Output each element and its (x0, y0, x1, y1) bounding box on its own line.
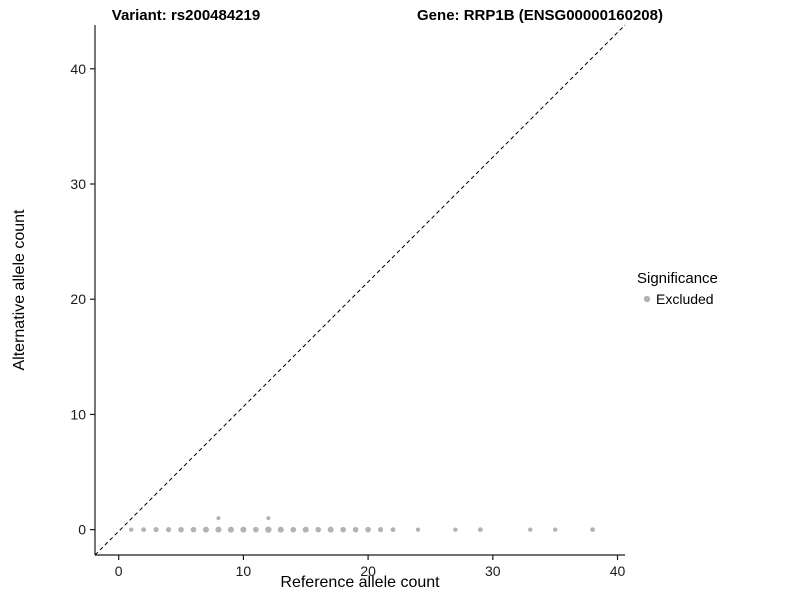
scatter-point (141, 527, 147, 533)
plot-title-variant: Variant: rs200484219 (112, 7, 260, 24)
data-points (128, 516, 595, 533)
scatter-point (153, 527, 159, 533)
y-tick-label: 10 (70, 406, 86, 422)
y-tick-label: 40 (70, 61, 86, 77)
scatter-point (528, 527, 533, 532)
y-tick-label: 20 (70, 291, 86, 307)
scatter-point (253, 526, 259, 533)
x-tick-label: 20 (360, 563, 376, 579)
scatter-point (215, 526, 222, 533)
scatter-point (216, 516, 221, 521)
scatter-point (266, 516, 271, 521)
plot-title-gene: Gene: RRP1B (ENSG00000160208) (417, 7, 663, 24)
axes: 0 10 20 30 40 0 10 20 30 40 (70, 25, 626, 579)
scatter-point (453, 527, 458, 532)
scatter-point (265, 526, 272, 533)
scatter-point (302, 526, 309, 533)
scatter-point (227, 526, 234, 533)
scatter-point (365, 526, 371, 533)
scatter-point (290, 526, 297, 533)
scatter-point (415, 527, 421, 532)
legend-label-excluded: Excluded (656, 291, 714, 307)
x-tick-label: 10 (236, 563, 252, 579)
identity-line (94, 24, 626, 556)
x-tick-label: 40 (610, 563, 626, 579)
legend-point-excluded (643, 295, 651, 303)
scatter-point (190, 526, 197, 533)
scatter-point (352, 526, 359, 533)
scatter-point (552, 527, 558, 532)
y-tick-label: 0 (78, 522, 86, 538)
scatter-point (327, 526, 334, 533)
scatter-point (128, 527, 134, 532)
legend: Significance Excluded (637, 270, 718, 307)
x-tick-label: 0 (115, 563, 123, 579)
scatter-point (340, 526, 346, 533)
x-tick-label: 30 (485, 563, 501, 579)
y-tick-label: 30 (70, 176, 86, 192)
scatter-point (377, 527, 384, 533)
x-axis-label: Reference allele count (280, 574, 440, 591)
scatter-point (315, 526, 322, 533)
scatter-point (202, 526, 209, 533)
scatter-point (590, 527, 595, 533)
legend-title: Significance (637, 270, 718, 287)
scatter-point (477, 527, 483, 533)
scatter-point (165, 527, 172, 533)
scatter-point (390, 527, 396, 533)
scatter-point (277, 526, 284, 533)
scatter-point (240, 526, 247, 533)
y-axis-label: Alternative allele count (11, 209, 28, 371)
scatter-point (178, 526, 184, 533)
